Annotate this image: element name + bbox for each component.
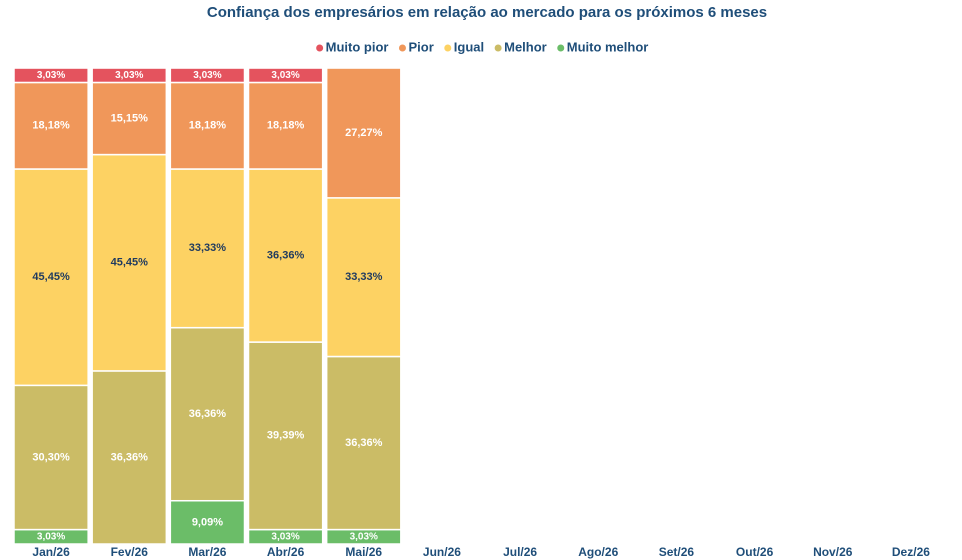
x-tick-label: Out/26 [736, 545, 774, 559]
legend-marker [316, 44, 324, 52]
data-label: 45,45% [32, 271, 70, 283]
data-label: 15,15% [111, 112, 149, 124]
bar-segment [13, 67, 89, 84]
bar-segment [247, 168, 324, 343]
chart-title: Confiança dos empresários em relação ao … [207, 4, 767, 21]
bar-segment [169, 326, 246, 502]
data-label: 3,03% [37, 70, 65, 81]
bar-segment [247, 67, 324, 84]
bar-segment [91, 81, 168, 156]
legend-marker [398, 44, 406, 52]
x-tick-label: Jan/26 [32, 545, 70, 559]
data-label: 36,36% [267, 249, 305, 261]
bar-segment [91, 67, 168, 84]
bar-segment [247, 81, 324, 170]
data-label: 3,03% [350, 531, 378, 542]
data-label: 36,36% [345, 437, 383, 449]
data-label: 18,18% [267, 120, 305, 132]
x-tick-label: Set/26 [659, 545, 695, 559]
legend-label: Muito melhor [567, 39, 649, 54]
bar-segment [169, 168, 246, 329]
x-tick-label: Abr/26 [267, 545, 305, 559]
data-label: 39,39% [267, 430, 305, 442]
bar-segment [325, 197, 402, 358]
legend-marker [444, 44, 452, 52]
x-tick-label: Jun/26 [423, 545, 461, 559]
data-label: 9,09% [192, 516, 223, 528]
data-label: 3,03% [115, 70, 143, 81]
x-tick-label: Fev/26 [111, 545, 149, 559]
bar-segment [247, 341, 324, 531]
legend-label: Igual [454, 39, 484, 54]
bar-segment [13, 384, 89, 531]
legend-marker [494, 44, 502, 52]
bar-segment [91, 153, 168, 372]
bar-segment [13, 81, 89, 170]
data-label: 33,33% [345, 271, 383, 283]
data-label: 30,30% [32, 451, 70, 463]
bar-segment [325, 355, 402, 531]
data-label: 3,03% [271, 531, 299, 542]
data-label: 36,36% [111, 451, 149, 463]
x-tick-label: Jul/26 [503, 545, 537, 559]
data-label: 18,18% [32, 120, 70, 132]
legend-label: Muito pior [326, 39, 389, 54]
data-label: 3,03% [193, 70, 221, 81]
data-label: 33,33% [189, 242, 227, 254]
x-tick-label: Ago/26 [578, 545, 618, 559]
data-label: 3,03% [37, 531, 65, 542]
legend-marker [557, 44, 565, 52]
bar-segment [325, 67, 402, 199]
x-tick-label: Nov/26 [813, 545, 853, 559]
data-label: 3,03% [271, 70, 299, 81]
x-tick-label: Mai/26 [345, 545, 382, 559]
data-label: 36,36% [189, 408, 227, 420]
x-tick-label: Mar/26 [188, 545, 226, 559]
bar-segment [169, 81, 246, 170]
data-label: 45,45% [111, 257, 149, 269]
x-tick-label: Dez/26 [892, 545, 930, 559]
bar-segment [169, 67, 246, 84]
data-label: 18,18% [189, 120, 227, 132]
legend-label: Pior [408, 39, 433, 54]
legend-label: Melhor [504, 39, 547, 54]
data-label: 27,27% [345, 127, 383, 139]
